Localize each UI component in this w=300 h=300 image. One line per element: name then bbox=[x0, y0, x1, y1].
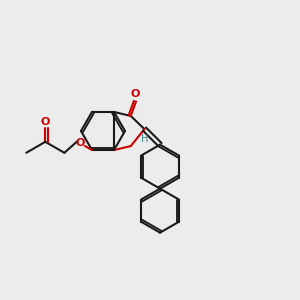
Text: O: O bbox=[40, 116, 50, 127]
Text: H: H bbox=[140, 134, 148, 144]
Text: O: O bbox=[130, 89, 140, 100]
Text: O: O bbox=[76, 139, 85, 148]
